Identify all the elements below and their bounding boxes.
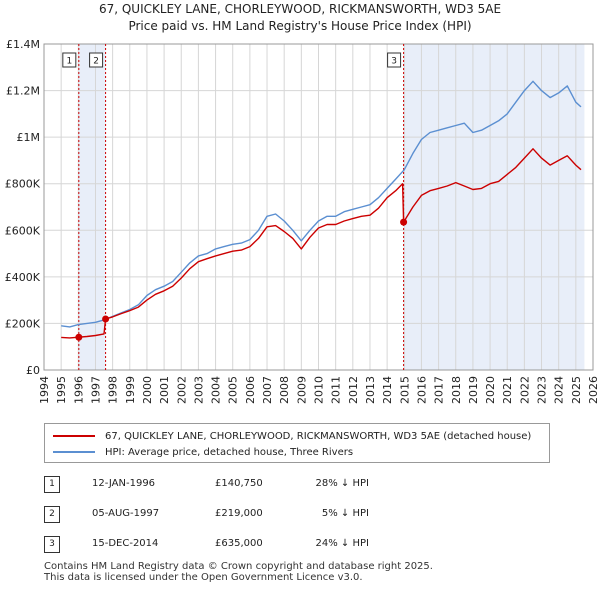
legend-swatch-property — [53, 435, 95, 437]
transaction-hpi-diff: 28% ↓ HPI — [315, 478, 369, 489]
y-tick-label: £1.4M — [6, 38, 40, 51]
x-tick-label: 1994 — [38, 376, 51, 404]
marker-badge-2 — [89, 52, 104, 68]
transaction-date: 05-AUG-1997 — [92, 508, 160, 519]
transaction-price: £140,750 — [215, 478, 263, 489]
x-tick-label: 2017 — [433, 376, 446, 404]
y-tick-label: £1M — [17, 131, 41, 144]
x-tick-label: 2002 — [175, 376, 188, 404]
transaction-row-2: 2 05-AUG-1997 £219,000 5% ↓ HPI — [0, 506, 600, 526]
transaction-badge: 1 — [44, 476, 60, 493]
legend-item-property: 67, QUICKLEY LANE, CHORLEYWOOD, RICKMANS… — [53, 428, 531, 444]
footer-line-1: Contains HM Land Registry data © Crown c… — [44, 561, 433, 572]
sale-point-3 — [400, 218, 408, 226]
x-tick-label: 2024 — [553, 376, 566, 404]
marker-badge-label-2: 2 — [93, 57, 99, 67]
legend-label-hpi: HPI: Average price, detached house, Thre… — [105, 446, 354, 458]
marker-badge-label-3: 3 — [391, 57, 397, 67]
x-tick-label: 1998 — [107, 376, 120, 404]
transaction-hpi-diff: 24% ↓ HPI — [315, 538, 369, 549]
plot-border — [43, 43, 594, 371]
transaction-badge: 3 — [44, 536, 60, 553]
x-tick-label: 2013 — [364, 376, 377, 404]
x-tick-label: 1999 — [124, 376, 137, 404]
x-tick-label: 2006 — [244, 376, 257, 404]
legend-swatch-hpi — [53, 451, 95, 453]
x-tick-label: 2025 — [570, 376, 583, 404]
x-tick-label: 2022 — [518, 376, 531, 404]
chart-title-line-1: 67, QUICKLEY LANE, CHORLEYWOOD, RICKMANS… — [98, 2, 502, 16]
x-tick-label: 2023 — [536, 376, 549, 404]
x-tick-label: 1996 — [72, 376, 85, 404]
shaded-range-1 — [78, 44, 106, 370]
footer-attribution: Contains HM Land Registry data © Crown c… — [44, 561, 433, 583]
x-tick-label: 1995 — [55, 376, 68, 404]
marker-badge-label-1: 1 — [66, 57, 72, 67]
marker-badge-3 — [387, 52, 402, 68]
x-tick-label: 2001 — [158, 376, 171, 404]
x-tick-label: 2021 — [501, 376, 514, 404]
legend-item-hpi: HPI: Average price, detached house, Thre… — [53, 444, 353, 460]
x-tick-label: 2008 — [278, 376, 291, 404]
x-tick-label: 2018 — [450, 376, 463, 404]
y-tick-label: £0 — [26, 364, 40, 377]
y-tick-label: £1.2M — [6, 85, 40, 98]
x-tick-label: 2012 — [347, 376, 360, 404]
x-tick-label: 2004 — [210, 376, 223, 404]
x-tick-label: 2003 — [192, 376, 205, 404]
footer-line-2: This data is licensed under the Open Gov… — [44, 572, 363, 583]
sale-point-1 — [75, 333, 83, 341]
property-series-line — [61, 148, 582, 339]
x-tick-label: 2015 — [398, 376, 411, 404]
transaction-row-1: 1 12-JAN-1996 £140,750 28% ↓ HPI — [0, 476, 600, 496]
x-tick-label: 2026 — [587, 376, 600, 404]
marker-badge-1 — [62, 52, 77, 68]
transaction-badge: 2 — [44, 506, 60, 523]
transaction-price: £219,000 — [215, 508, 263, 519]
y-tick-label: £600K — [5, 224, 41, 237]
x-tick-label: 1997 — [89, 376, 102, 404]
x-tick-label: 2010 — [313, 376, 326, 404]
x-tick-label: 2019 — [467, 376, 480, 404]
y-tick-label: £200K — [5, 317, 41, 330]
transaction-date: 12-JAN-1996 — [92, 478, 156, 489]
transaction-date: 15-DEC-2014 — [92, 538, 159, 549]
y-tick-label: £400K — [5, 271, 41, 284]
x-tick-label: 2014 — [381, 376, 394, 404]
chart-title-line-2: Price paid vs. HM Land Registry's House … — [128, 19, 472, 33]
x-tick-label: 2020 — [484, 376, 497, 404]
transaction-hpi-diff: 5% ↓ HPI — [321, 508, 369, 519]
x-tick-label: 2000 — [141, 376, 154, 404]
x-tick-label: 2005 — [227, 376, 240, 404]
shaded-range-2 — [403, 44, 585, 370]
hpi-series-line — [61, 80, 582, 328]
x-tick-label: 2011 — [330, 376, 343, 404]
x-tick-label: 2016 — [415, 376, 428, 404]
x-tick-label: 2007 — [261, 376, 274, 404]
transaction-price: £635,000 — [215, 538, 263, 549]
sale-point-2 — [102, 315, 110, 323]
price-chart: 1 2 3 £0 £200K £400K £600K £800K £1M £1.2M £1.4M 19… — [5, 38, 600, 404]
legend-label-property: 67, QUICKLEY LANE, CHORLEYWOOD, RICKMANS… — [105, 430, 532, 442]
x-tick-label: 2009 — [295, 376, 308, 404]
chart-legend: 67, QUICKLEY LANE, CHORLEYWOOD, RICKMANS… — [44, 423, 550, 463]
transaction-row-3: 3 15-DEC-2014 £635,000 24% ↓ HPI — [0, 536, 600, 556]
y-tick-label: £800K — [5, 178, 41, 191]
